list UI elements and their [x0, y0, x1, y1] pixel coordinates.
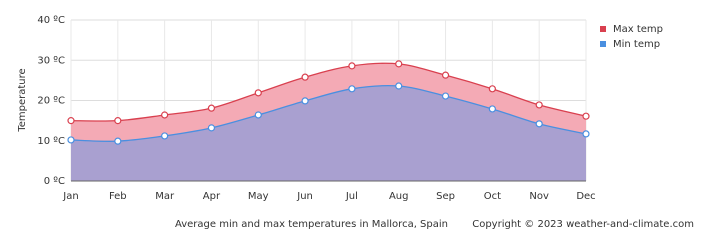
min-area: [71, 85, 586, 181]
legend-label: Max temp: [613, 24, 663, 35]
x-tick-label: Mar: [155, 191, 175, 202]
point: [114, 137, 122, 145]
point: [301, 73, 309, 81]
x-tick-label: Jan: [62, 191, 78, 202]
point: [582, 130, 590, 138]
x-tick-label: Jun: [296, 191, 313, 202]
legend-swatch: [600, 41, 606, 47]
x-tick-label: Jul: [345, 191, 358, 202]
point: [301, 97, 309, 105]
y-tick-label: 20 ºC: [37, 96, 65, 107]
x-tick-label: Feb: [109, 191, 127, 202]
x-tick-label: Sep: [436, 191, 455, 202]
point: [161, 111, 169, 119]
x-tick-label: May: [248, 191, 269, 202]
point: [67, 117, 75, 125]
legend-swatch: [600, 26, 606, 32]
point: [395, 82, 403, 90]
y-tick-label: 40 ºC: [37, 15, 65, 26]
y-tick-label: 10 ºC: [37, 136, 65, 147]
point: [441, 92, 450, 100]
chart: Temperature Average min and max temperat…: [17, 15, 694, 230]
point: [207, 124, 216, 132]
point: [254, 111, 262, 119]
caption: Average min and max temperatures in Mall…: [175, 219, 448, 230]
point: [67, 136, 75, 144]
x-tick-label: Nov: [529, 191, 549, 202]
point: [114, 117, 122, 125]
point: [161, 132, 169, 140]
x-tick-label: Dec: [576, 191, 595, 202]
x-tick-label: Aug: [389, 191, 409, 202]
point: [488, 105, 496, 113]
point: [582, 112, 590, 120]
y-axis-label: Temperature: [17, 68, 28, 132]
y-tick-label: 0 ºC: [44, 176, 65, 187]
max-area: [71, 63, 586, 142]
point: [207, 104, 216, 112]
point: [488, 85, 496, 93]
point: [254, 89, 262, 97]
point: [395, 60, 403, 68]
copyright: Copyright © 2023 weather-and-climate.com: [472, 219, 694, 230]
line: [70, 62, 587, 122]
y-tick-label: 30 ºC: [37, 55, 65, 66]
legend-label: Min temp: [613, 39, 660, 50]
point: [535, 120, 543, 128]
point: [348, 62, 356, 70]
point: [348, 85, 356, 93]
x-tick-label: Apr: [203, 191, 221, 202]
point: [535, 101, 543, 109]
line: [70, 84, 587, 142]
point: [441, 71, 450, 79]
x-tick-label: Oct: [484, 191, 501, 202]
